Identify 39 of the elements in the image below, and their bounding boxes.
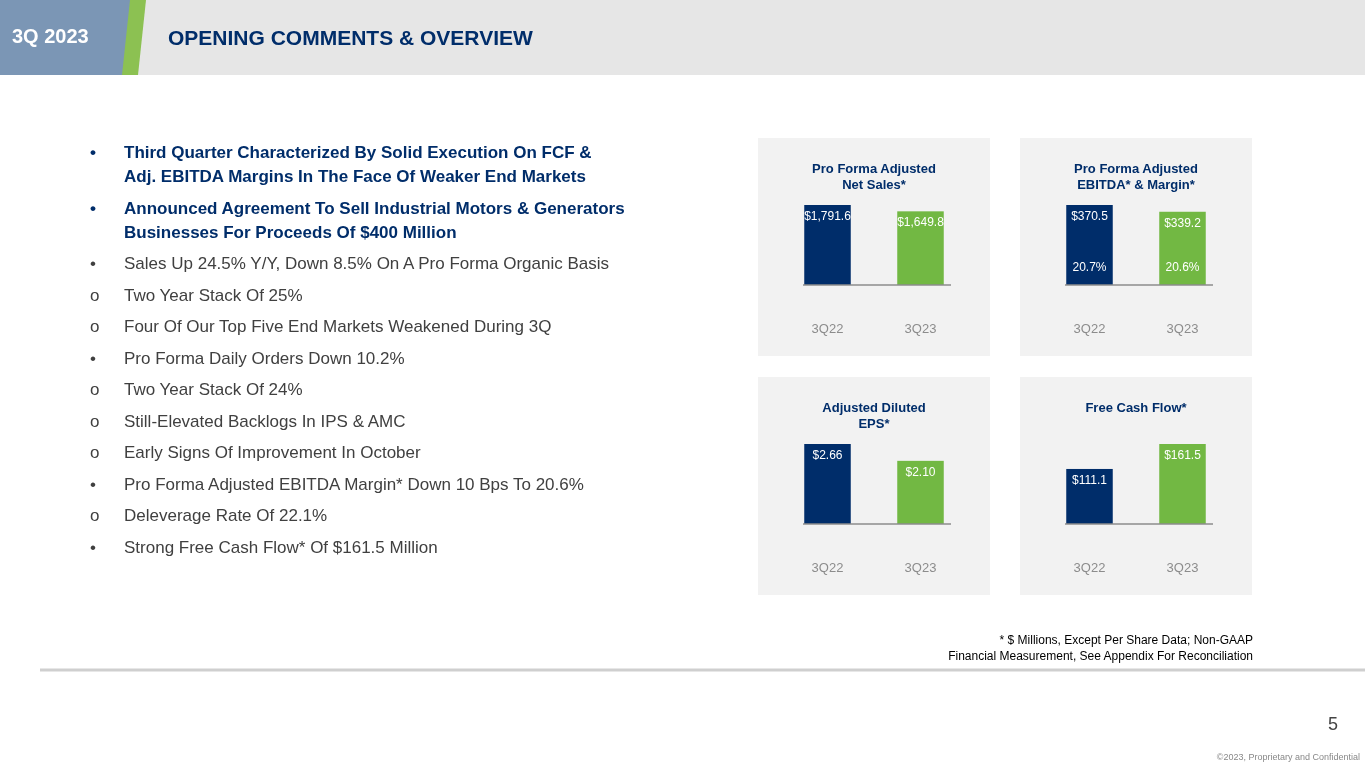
data-label: $1,791.6 [804, 209, 852, 223]
text: ©2023, Proprietary and Confidential [1216, 752, 1360, 762]
text: o Four Of Our Top Five End Markets Weakened During 3Q [90, 317, 552, 336]
text: o Deleverage Rate Of 22.1% [90, 506, 328, 525]
x-tick-label: 3Q22 [811, 321, 844, 336]
x-tick-label: 3Q23 [1166, 321, 1199, 336]
data-label: $2.10 [905, 464, 936, 479]
data-label: $370.5 [1071, 209, 1109, 223]
text: * $ Millions, Except Per Share Data; Non-GAAP Financial Measurement, See Appendix For Reconciliation [948, 633, 1253, 663]
text: o Still-Elevated Backlogs In IPS & AMC [90, 411, 406, 431]
annotation: 20.6% [1165, 260, 1200, 274]
x-tick-label: 3Q23 [1166, 560, 1199, 575]
data-label: $1,649.8 [897, 215, 945, 230]
x-tick-label: 3Q23 [904, 560, 937, 575]
text: • Announced Agreement To Sell Industrial Motors & Generators Businesses For Proceeds Of $400 Million [90, 198, 625, 242]
annotation: 20.7% [1072, 260, 1107, 274]
text: 5 [1327, 714, 1338, 734]
data-label: $161.5 [1164, 448, 1202, 462]
text: • Third Quarter Characterized By Solid Execution On FCF & Adj. EBITDA Margins In The Face Of Weaker End Markets [90, 143, 592, 186]
text: o Two Year Stack Of 24% [90, 380, 303, 399]
text: o Two Year Stack Of 25% [90, 285, 303, 305]
text: • Pro Forma Daily Orders Down 10.2% [90, 348, 405, 368]
data-label: $111.1 [1072, 472, 1108, 487]
data-label: $339.2 [1164, 215, 1202, 230]
x-tick-label: 3Q23 [904, 321, 937, 336]
text: 3Q 2023 [12, 25, 89, 47]
chart-title: Pro Forma Adjusted Net Sales* [812, 161, 936, 192]
x-tick-label: 3Q22 [811, 560, 844, 575]
text: o Early Signs Of Improvement In October [90, 443, 421, 462]
text: • Sales Up 24.5% Y/Y, Down 8.5% On A Pro Forma Organic Basis [90, 254, 610, 273]
data-label: $2.66 [812, 448, 843, 462]
text: • Pro Forma Adjusted EBITDA Margin* Down 10 Bps To 20.6% [90, 474, 584, 494]
chart-title: Adjusted Diluted EPS* [822, 400, 926, 431]
chart-title: Pro Forma Adjusted EBITDA* & Margin* [1074, 161, 1198, 192]
text: OPENING COMMENTS & OVERVIEW [168, 26, 533, 49]
chart-title: Free Cash Flow* [1085, 400, 1188, 415]
x-tick-label: 3Q22 [1073, 321, 1106, 336]
x-tick-label: 3Q22 [1073, 560, 1106, 575]
text: • Strong Free Cash Flow* Of $161.5 Million [90, 537, 438, 557]
